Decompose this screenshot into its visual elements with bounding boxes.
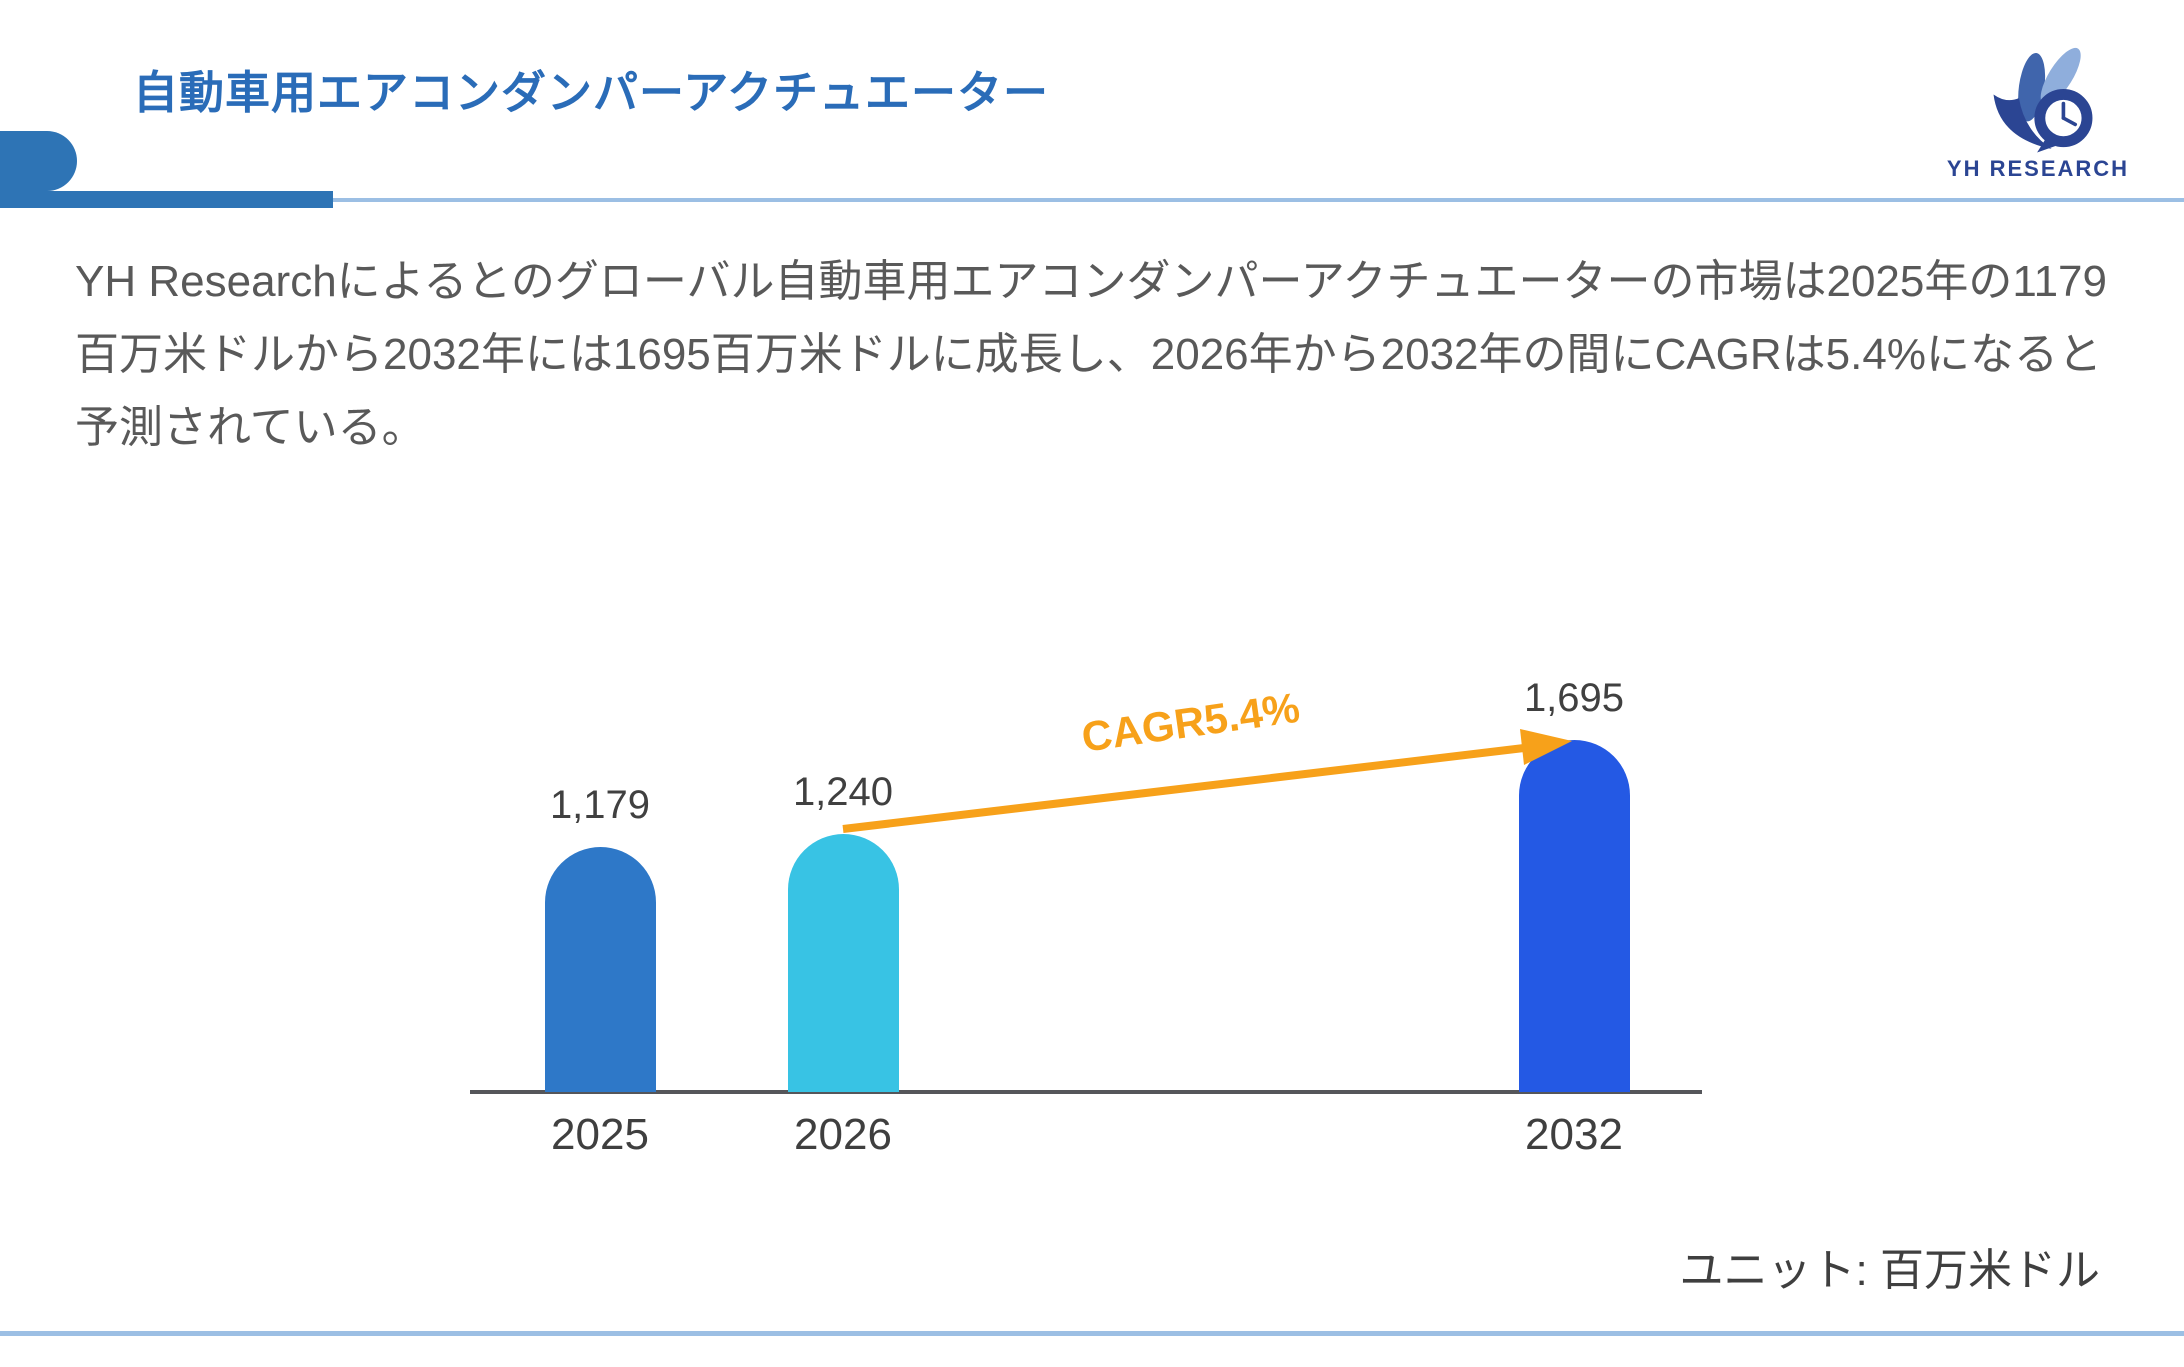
unit-note: ユニット: 百万米ドル xyxy=(1679,1246,2100,1295)
summary-paragraph: YH Researchによるとのグローバル自動車用エアコンダンパーアクチュエータ… xyxy=(75,245,2135,464)
logo-brand-text: YH RESEARCH xyxy=(1946,156,2130,181)
header-accent-tab xyxy=(0,131,77,191)
yh-research-logo-icon xyxy=(1993,47,2093,153)
summary-line-1: YH Researchによるとのグローバル自動車用エアコンダンパーアクチュエータ… xyxy=(75,257,2107,306)
footer-divider-line xyxy=(0,1331,2184,1336)
x-axis-line xyxy=(470,1090,1702,1094)
bar-2026 xyxy=(787,834,899,1092)
bar-2032 xyxy=(1518,740,1630,1092)
value-label-2025: 1,179 xyxy=(549,783,651,827)
value-label-2026: 1,240 xyxy=(792,770,894,814)
cagr-annotation: CAGR5.4% xyxy=(1078,683,1303,761)
x-tick-label-2032: 2032 xyxy=(1525,1110,1623,1159)
x-tick-label-2026: 2026 xyxy=(794,1110,892,1159)
x-tick-label-2025: 2025 xyxy=(551,1110,649,1159)
header-accent-bar xyxy=(0,191,333,208)
header-divider-line xyxy=(0,198,2184,202)
page-title: 自動車用エアコンダンパーアクチュエーター xyxy=(133,67,1049,118)
summary-line-2: 百万米ドルから2032年には1695百万米ドルに成長し、2026年から2032年… xyxy=(75,330,2102,379)
bar-2025 xyxy=(544,847,656,1092)
value-label-2032: 1,695 xyxy=(1523,676,1625,720)
company-logo: YH RESEARCH xyxy=(1938,40,2138,190)
summary-line-3: 予測されている。 xyxy=(75,403,426,452)
